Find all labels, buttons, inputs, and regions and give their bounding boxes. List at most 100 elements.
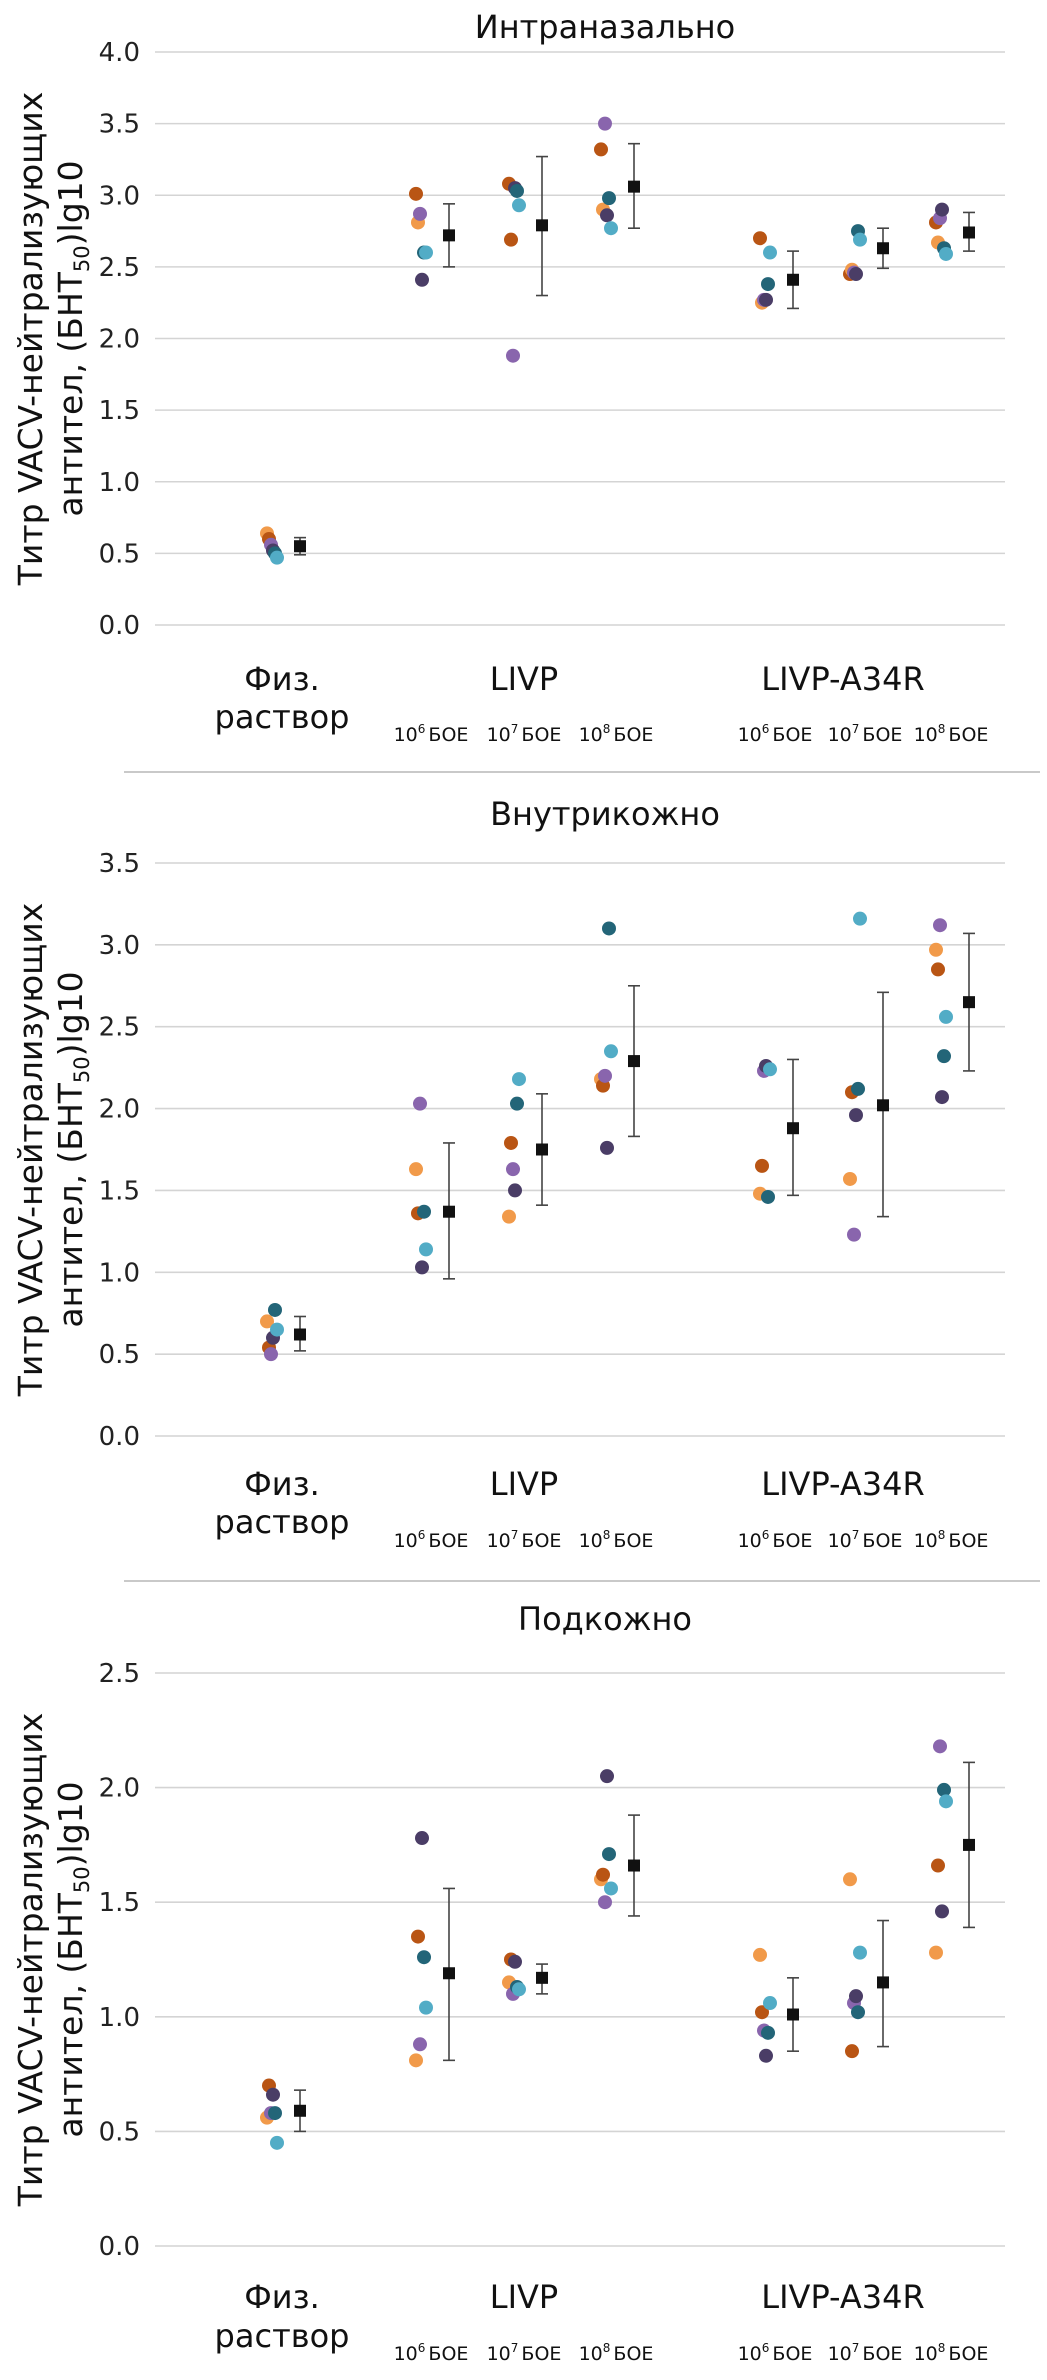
data-point [270,1322,284,1337]
dose-label: 107 БОЕ [487,2341,562,2365]
category-5: 106 БОЕ [738,231,813,746]
dose-label: 107 БОЕ [828,1528,903,1552]
data-point [409,186,423,201]
group-label: LIVP [490,660,558,698]
data-point [266,2087,280,2102]
data-point [510,183,524,198]
category-2: 106 БОЕ [394,1831,469,2365]
y-tick-label: 0.0 [99,611,140,641]
data-point [604,1881,618,1896]
data-point [268,1302,282,1317]
category-3: 107 БОЕ [487,1072,562,1552]
dose-label: 107 БОЕ [487,1528,562,1552]
dose-label: 106 БОЕ [394,722,469,746]
category-2: 106 БОЕ [394,186,469,746]
mean-marker [443,229,455,242]
data-point [843,1171,857,1186]
dose-label: 106 БОЕ [394,1528,469,1552]
data-point [409,1162,423,1177]
panel-title: Внутрикожно [490,795,720,833]
data-point [504,1135,518,1150]
data-point [512,1982,526,1997]
data-point [761,2025,775,2040]
y-tick-label: 1.0 [99,1258,140,1288]
data-point [415,272,429,287]
data-point [933,1739,947,1754]
data-point [419,1242,433,1257]
mean-marker [294,2104,306,2117]
data-point [763,245,777,260]
data-point [502,1209,516,1224]
category-5: 106 БОЕ [738,1058,812,1552]
data-point [604,221,618,236]
data-point [598,1068,612,1083]
y-tick-label: 1.0 [99,2003,140,2033]
dose-label: 106 БОЕ [394,2341,469,2365]
data-point [417,1204,431,1219]
mean-marker [536,1971,548,1984]
y-tick-label: 0.5 [99,1340,140,1370]
group-label-line2: раствор [215,698,350,736]
data-point [602,191,616,206]
data-point [755,1158,769,1173]
mean-marker [787,2008,799,2021]
data-point [268,2106,282,2121]
y-tick-label: 0.5 [99,539,140,569]
data-point [419,2000,433,2015]
category-4: 108 БОЕ [579,921,654,1552]
category-6: 107 БОЕ [828,224,903,746]
data-point [260,1314,274,1329]
chart-panel-1: Интраназально 0.0 0.5 1.0 1.5 2.0 2.5 3.0 3.5 4.0… [11,8,1005,746]
y-tick-label: 2.5 [99,253,140,283]
data-point [753,231,767,246]
dose-label: 106 БОЕ [738,722,813,746]
category-7: 108 БОЕ [914,1739,988,2365]
data-point [415,1831,429,1846]
data-point [602,921,616,936]
data-point [845,2044,859,2059]
data-point [853,232,867,247]
data-point [853,1945,867,1960]
data-point [935,202,949,217]
data-point [264,1347,278,1362]
dose-label: 108 БОЕ [579,1528,654,1552]
data-point [512,1072,526,1087]
mean-marker [877,242,889,255]
data-point [508,1183,522,1198]
panel-title: Интраназально [475,8,735,46]
data-point [851,1081,865,1096]
group-label: LIVP [490,1465,558,1503]
data-point [598,116,612,131]
y-tick-label: 0.0 [99,1422,140,1452]
dose-label: 107 БОЕ [828,2341,903,2365]
data-point [270,550,284,565]
data-point [413,1096,427,1111]
y-tick-label: 3.0 [99,181,140,211]
group-label-line2: раствор [215,2317,350,2355]
dose-label: 108 БОЕ [579,722,654,746]
data-point [596,1867,610,1882]
data-point [409,2053,423,2068]
group-label: LIVP-A34R [761,1465,924,1503]
data-point [270,2135,284,2150]
category-6: 107 БОЕ [828,1872,903,2365]
data-point [937,1049,951,1064]
data-point [510,1096,524,1111]
mean-marker [963,226,975,239]
category-7: 108 БОЕ [914,918,988,1552]
dose-label: 108 БОЕ [579,2341,654,2365]
category-1 [260,526,306,565]
category-1 [260,1302,306,1362]
y-tick-label: 1.5 [99,1176,140,1206]
data-point [600,1140,614,1155]
data-point [935,1090,949,1105]
chart-panel-3: Подкожно 0.0 0.5 1.0 1.5 2.0 2.5 Титр VACV-нейт… [11,1600,1005,2365]
y-axis-label-line2: антител, (БНТ50)lg10 [51,1781,94,2137]
y-tick-label: 1.0 [99,468,140,498]
data-point [853,911,867,926]
data-point [849,267,863,282]
dose-label: 107 БОЕ [828,722,903,746]
category-6: 107 БОЕ [828,911,903,1552]
group-label-line2: раствор [215,1503,350,1541]
